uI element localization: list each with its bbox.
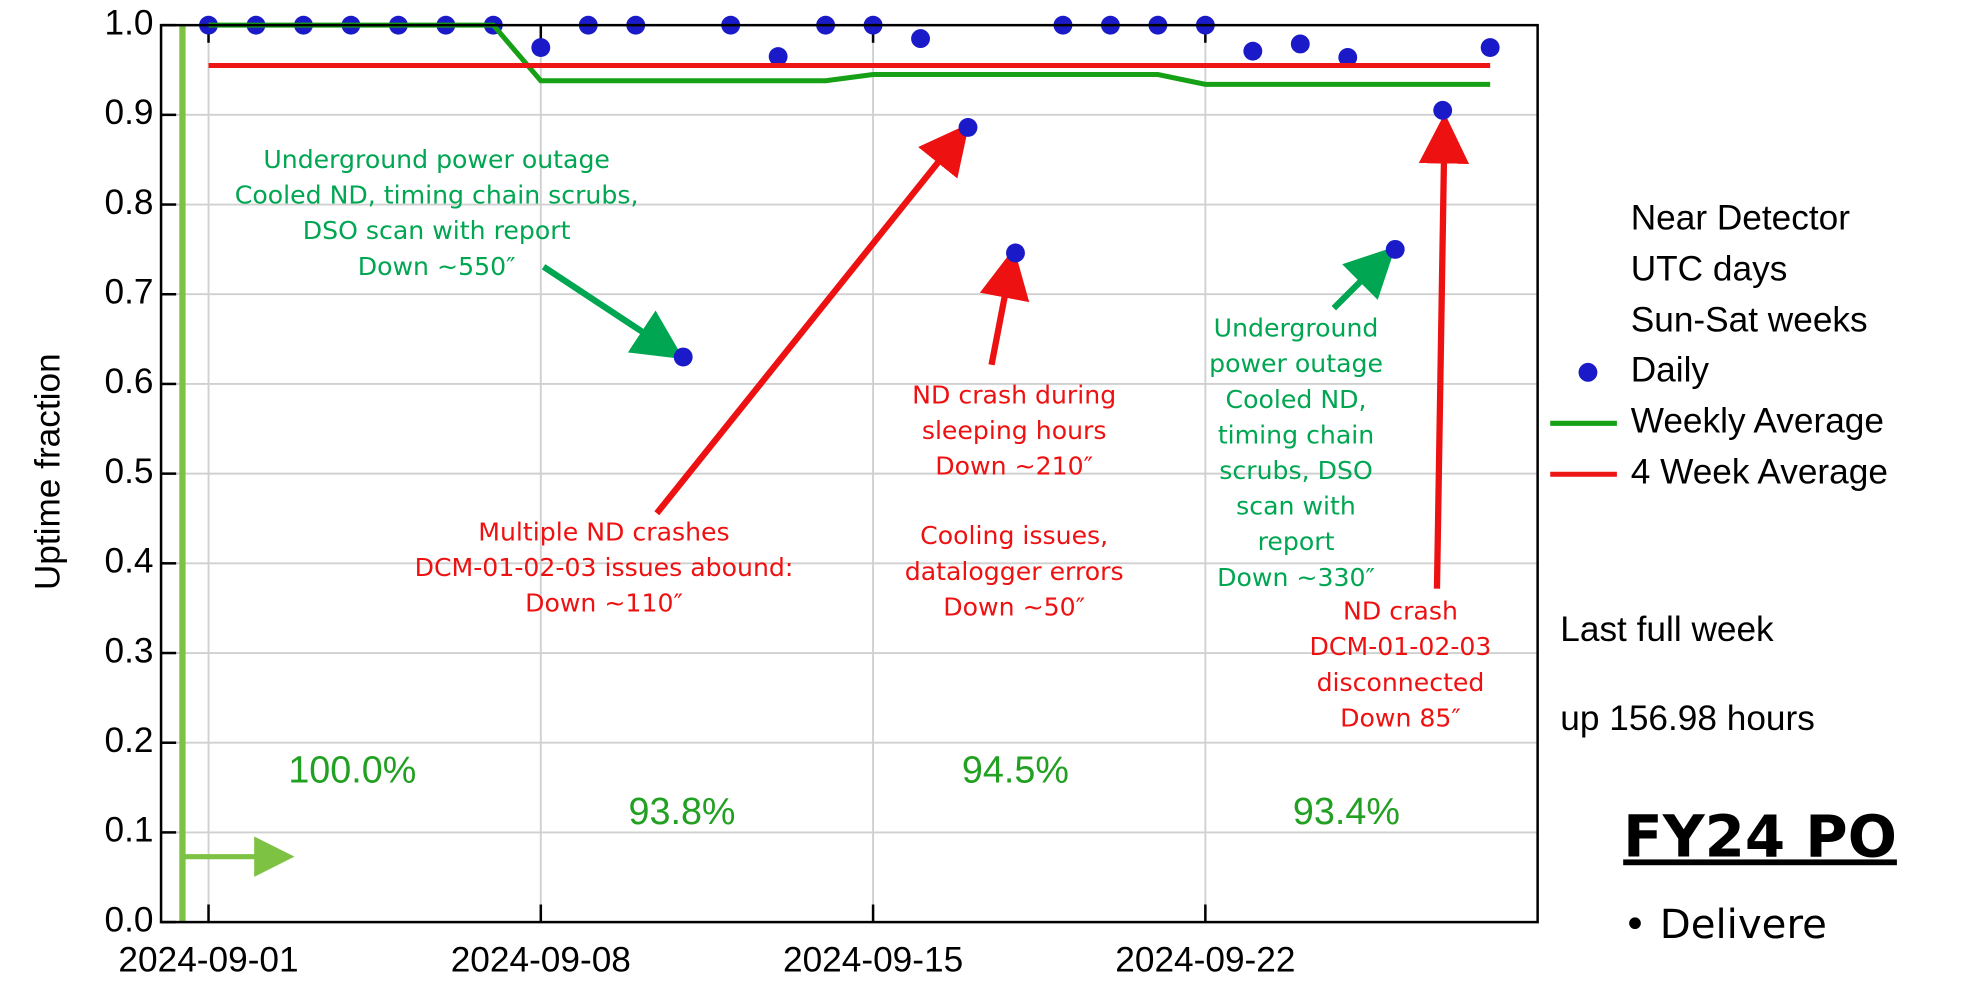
annotation-text: DCM-01-02-03 issues abound: — [415, 553, 794, 582]
annotation-text: Cooling issues, — [920, 521, 1108, 550]
y-tick-label: 0.9 — [105, 93, 154, 132]
legend-label: Weekly Average — [1631, 402, 1884, 441]
week-uptime-label: 93.8% — [628, 790, 735, 832]
legend-label: Daily — [1631, 351, 1710, 390]
arrow — [979, 248, 1030, 366]
annotation-text: disconnected — [1317, 668, 1485, 697]
annotation-text: ND crash during — [912, 380, 1116, 409]
y-tick-label: 0.6 — [105, 362, 154, 401]
summary-text: up 156.98 hours — [1560, 699, 1815, 738]
y-tick-label: 0.5 — [105, 452, 154, 491]
annotation-text: ND crash — [1343, 597, 1458, 626]
daily-point — [1385, 239, 1405, 259]
annotation-text: Down ~50″ — [943, 592, 1085, 621]
y-axis-label: Uptime fraction — [29, 353, 68, 590]
annotation-text: Down 85″ — [1340, 703, 1461, 732]
annotation-text: Underground power outage — [263, 145, 610, 174]
daily-point — [1433, 100, 1453, 120]
legend-header: Near Detector — [1631, 198, 1851, 237]
arrow — [654, 123, 970, 516]
daily-point — [958, 117, 978, 137]
arrow — [541, 264, 684, 360]
daily-point — [768, 47, 788, 66]
annotation-text: Down ~210″ — [935, 451, 1093, 480]
annotation-text: scan with — [1236, 492, 1356, 521]
annotation-arrows — [541, 113, 1470, 589]
x-tick-label: 2024-09-15 — [783, 941, 963, 980]
legend-label: 4 Week Average — [1631, 453, 1888, 492]
y-tick-label: 0.3 — [105, 631, 154, 670]
annotation-text: report — [1258, 527, 1335, 556]
labels: 0.0 0.1 0.2 0.3 0.4 0.5 0.6 0.7 0.8 0.9 1.0 2024-09… — [105, 3, 1888, 979]
annotation-text: Multiple ND crashes — [478, 517, 729, 546]
y-tick-label: 0.7 — [105, 273, 154, 312]
daily-point — [1006, 243, 1025, 263]
week-uptime-label: 94.5% — [962, 748, 1069, 790]
y-tick-label: 0.2 — [105, 721, 154, 760]
legend-symbol — [1578, 362, 1598, 382]
annotation-text: timing chain — [1218, 420, 1374, 449]
annotation-text: Underground — [1214, 314, 1379, 343]
slide-bullet: • Delivere — [1623, 902, 1827, 948]
annotation-text: datalogger errors — [905, 557, 1124, 586]
daily-point — [1480, 38, 1500, 58]
annotation-text: power outage — [1209, 349, 1383, 378]
arrow — [1418, 113, 1470, 589]
arrow — [1331, 246, 1396, 311]
y-tick-label: 0.0 — [105, 900, 154, 939]
annotation-text: Down ~110″ — [525, 589, 683, 618]
daily-point — [1338, 48, 1358, 67]
annotation-text: Down ~330″ — [1217, 563, 1375, 592]
summary-text: Last full week — [1560, 610, 1774, 649]
annotation-text: DCM-01-02-03 — [1310, 632, 1492, 661]
x-tick-label: 2024-09-08 — [451, 941, 631, 980]
week-uptime-label: 93.4% — [1293, 790, 1400, 832]
annotation-text: Cooled ND, — [1226, 385, 1367, 414]
y-tick-label: 0.1 — [105, 811, 154, 850]
daily-point — [673, 347, 693, 367]
x-tick-label: 2024-09-22 — [1115, 941, 1295, 980]
daily-point — [911, 29, 930, 49]
annotation-text: sleeping hours — [922, 416, 1107, 445]
y-tick-label: 0.4 — [105, 542, 154, 581]
daily-point — [531, 38, 551, 58]
annotation-text: Down ~550″ — [358, 252, 516, 281]
y-tick-label: 1.0 — [105, 3, 154, 42]
plot-frame — [159, 23, 1539, 924]
week-uptime-label: 100.0% — [288, 748, 416, 790]
daily-point — [1243, 41, 1263, 61]
daily-point — [1290, 34, 1310, 54]
x-tick-label: 2024-09-01 — [118, 941, 298, 980]
y-tick-label: 0.8 — [105, 183, 154, 222]
legend-header: Sun-Sat weeks — [1631, 300, 1868, 339]
annotation-text: DSO scan with report — [303, 216, 571, 245]
legend-header: UTC days — [1631, 249, 1788, 288]
slide-heading: FY24 PO — [1623, 802, 1897, 870]
annotation-text: Cooled ND, timing chain scrubs, — [235, 181, 639, 210]
annotation-text: scrubs, DSO — [1219, 456, 1372, 485]
